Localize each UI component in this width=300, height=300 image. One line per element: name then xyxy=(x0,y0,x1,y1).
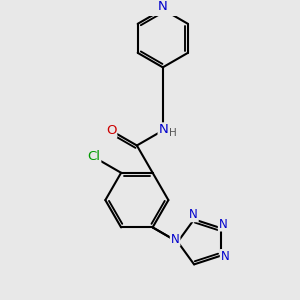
Text: N: N xyxy=(171,233,179,246)
Text: O: O xyxy=(106,124,116,137)
Text: N: N xyxy=(219,218,227,231)
Text: N: N xyxy=(189,208,198,221)
Text: Cl: Cl xyxy=(87,150,100,164)
Text: H: H xyxy=(169,128,177,138)
Text: N: N xyxy=(159,123,168,136)
Text: N: N xyxy=(221,250,230,263)
Text: N: N xyxy=(158,0,168,13)
